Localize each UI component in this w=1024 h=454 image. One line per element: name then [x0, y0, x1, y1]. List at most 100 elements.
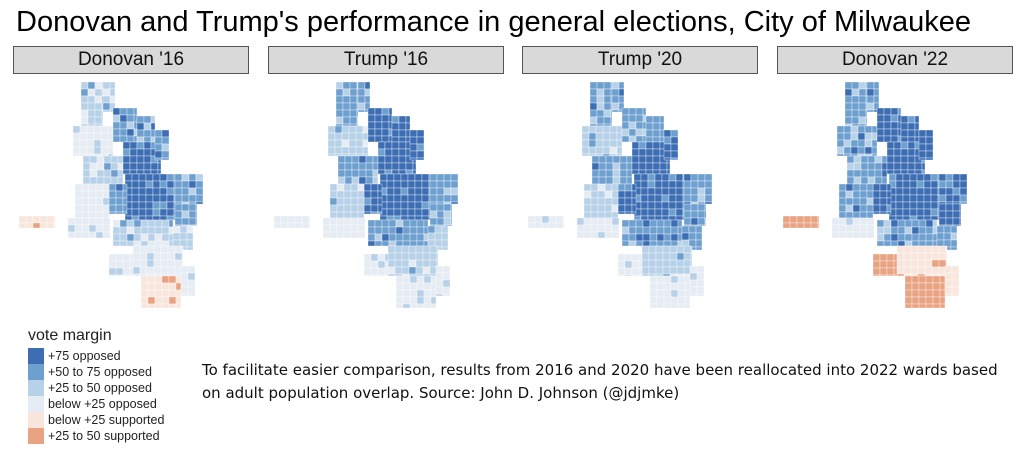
ward-cell — [108, 204, 117, 213]
ward-cell — [133, 107, 138, 116]
ward-cell — [652, 162, 661, 171]
ward-cell — [576, 224, 585, 233]
ward-cell — [102, 204, 110, 213]
ward-cell — [436, 194, 445, 203]
ward-cell — [850, 153, 859, 157]
ward-cell — [897, 233, 906, 242]
ward-cell — [355, 132, 364, 141]
ward-cell — [89, 155, 98, 164]
ward-cell — [845, 183, 854, 192]
ward-cell — [690, 210, 699, 219]
ward-cell — [925, 129, 934, 138]
ward-cell — [357, 102, 366, 111]
ward-cell — [384, 260, 389, 269]
ward-cell — [86, 139, 95, 148]
ward-cell — [81, 217, 90, 226]
ward-cell — [897, 114, 902, 123]
ward-cell — [852, 224, 861, 233]
ward-cell — [858, 102, 867, 111]
ward-cell — [384, 148, 393, 157]
ward-cell — [677, 233, 683, 242]
ward-cell — [850, 139, 859, 148]
ward-cell — [186, 246, 194, 251]
ward-cell — [663, 303, 672, 309]
ward-cell — [370, 204, 379, 213]
ward-cell — [388, 226, 397, 235]
ward-cell — [924, 245, 933, 254]
ward-cell — [150, 169, 159, 175]
ward-cell — [897, 240, 906, 247]
ward-cell — [166, 180, 175, 189]
ward-cell — [853, 176, 862, 185]
ward-cell — [886, 183, 892, 192]
ward-cell — [436, 252, 439, 261]
ward-cell — [859, 217, 868, 226]
ward-cell — [803, 215, 812, 224]
ward-cell — [886, 197, 892, 206]
ward-cell — [617, 197, 626, 206]
ward-cell — [910, 259, 919, 268]
ward-cell — [172, 225, 181, 234]
ward-cell — [374, 240, 383, 247]
ward-cell — [689, 265, 698, 274]
ward-cell — [918, 157, 927, 161]
ward-cell — [402, 289, 411, 298]
ward-cell — [335, 88, 344, 97]
ward-cell — [914, 169, 923, 175]
ward-cell — [588, 146, 597, 155]
ward-cell — [611, 204, 619, 213]
ward-cell — [696, 286, 705, 295]
ward-cell — [883, 107, 892, 116]
ward-cell — [154, 136, 163, 145]
ward-cell — [893, 274, 898, 277]
ward-cell — [423, 219, 429, 228]
ward-cell — [903, 259, 912, 268]
ward-cell — [356, 123, 359, 127]
ward-cell — [944, 293, 953, 297]
ward-cell — [152, 180, 161, 189]
ward-cell — [154, 233, 163, 242]
ward-cell — [704, 210, 707, 219]
ward-cell — [652, 155, 661, 164]
ward-cell — [645, 141, 654, 150]
ward-cell — [952, 210, 961, 219]
ward-cell — [945, 201, 954, 205]
ward-cell — [945, 203, 954, 212]
ward-cell — [372, 169, 379, 178]
ward-cell — [146, 266, 155, 275]
ward-cell — [443, 187, 452, 196]
ward-cell — [377, 253, 386, 262]
ward-cell — [896, 266, 905, 275]
ward-cell — [342, 81, 351, 90]
ward-cell — [357, 197, 365, 206]
ward-cell — [959, 173, 968, 182]
ward-cell — [541, 215, 550, 224]
ward-cell — [603, 116, 612, 125]
ward-cell — [635, 107, 644, 116]
ward-cell — [139, 273, 148, 277]
ward-cell — [670, 136, 679, 145]
ward-cell — [87, 109, 96, 118]
ward-cell — [904, 219, 913, 228]
ward-cell — [597, 231, 606, 239]
ward-cell — [395, 289, 404, 298]
ward-cell — [367, 219, 376, 228]
ward-cell — [562, 222, 565, 229]
ward-cell — [916, 187, 925, 196]
ward-cell — [945, 252, 948, 261]
ward-cell — [845, 204, 854, 213]
ward-cell — [648, 273, 657, 277]
ward-cell — [119, 121, 128, 130]
ward-cell — [876, 226, 885, 235]
ward-cell — [147, 296, 156, 305]
ward-cell — [654, 194, 663, 203]
ward-cell — [350, 231, 359, 239]
ward-cell — [86, 146, 95, 155]
ward-cell — [133, 121, 138, 130]
ward-cell — [336, 224, 345, 233]
ward-cell — [429, 187, 438, 196]
ward-cell — [628, 233, 637, 242]
ward-cell — [112, 240, 121, 247]
source-note: To facilitate easier comparison, results… — [202, 361, 998, 402]
ward-cell — [175, 289, 182, 298]
